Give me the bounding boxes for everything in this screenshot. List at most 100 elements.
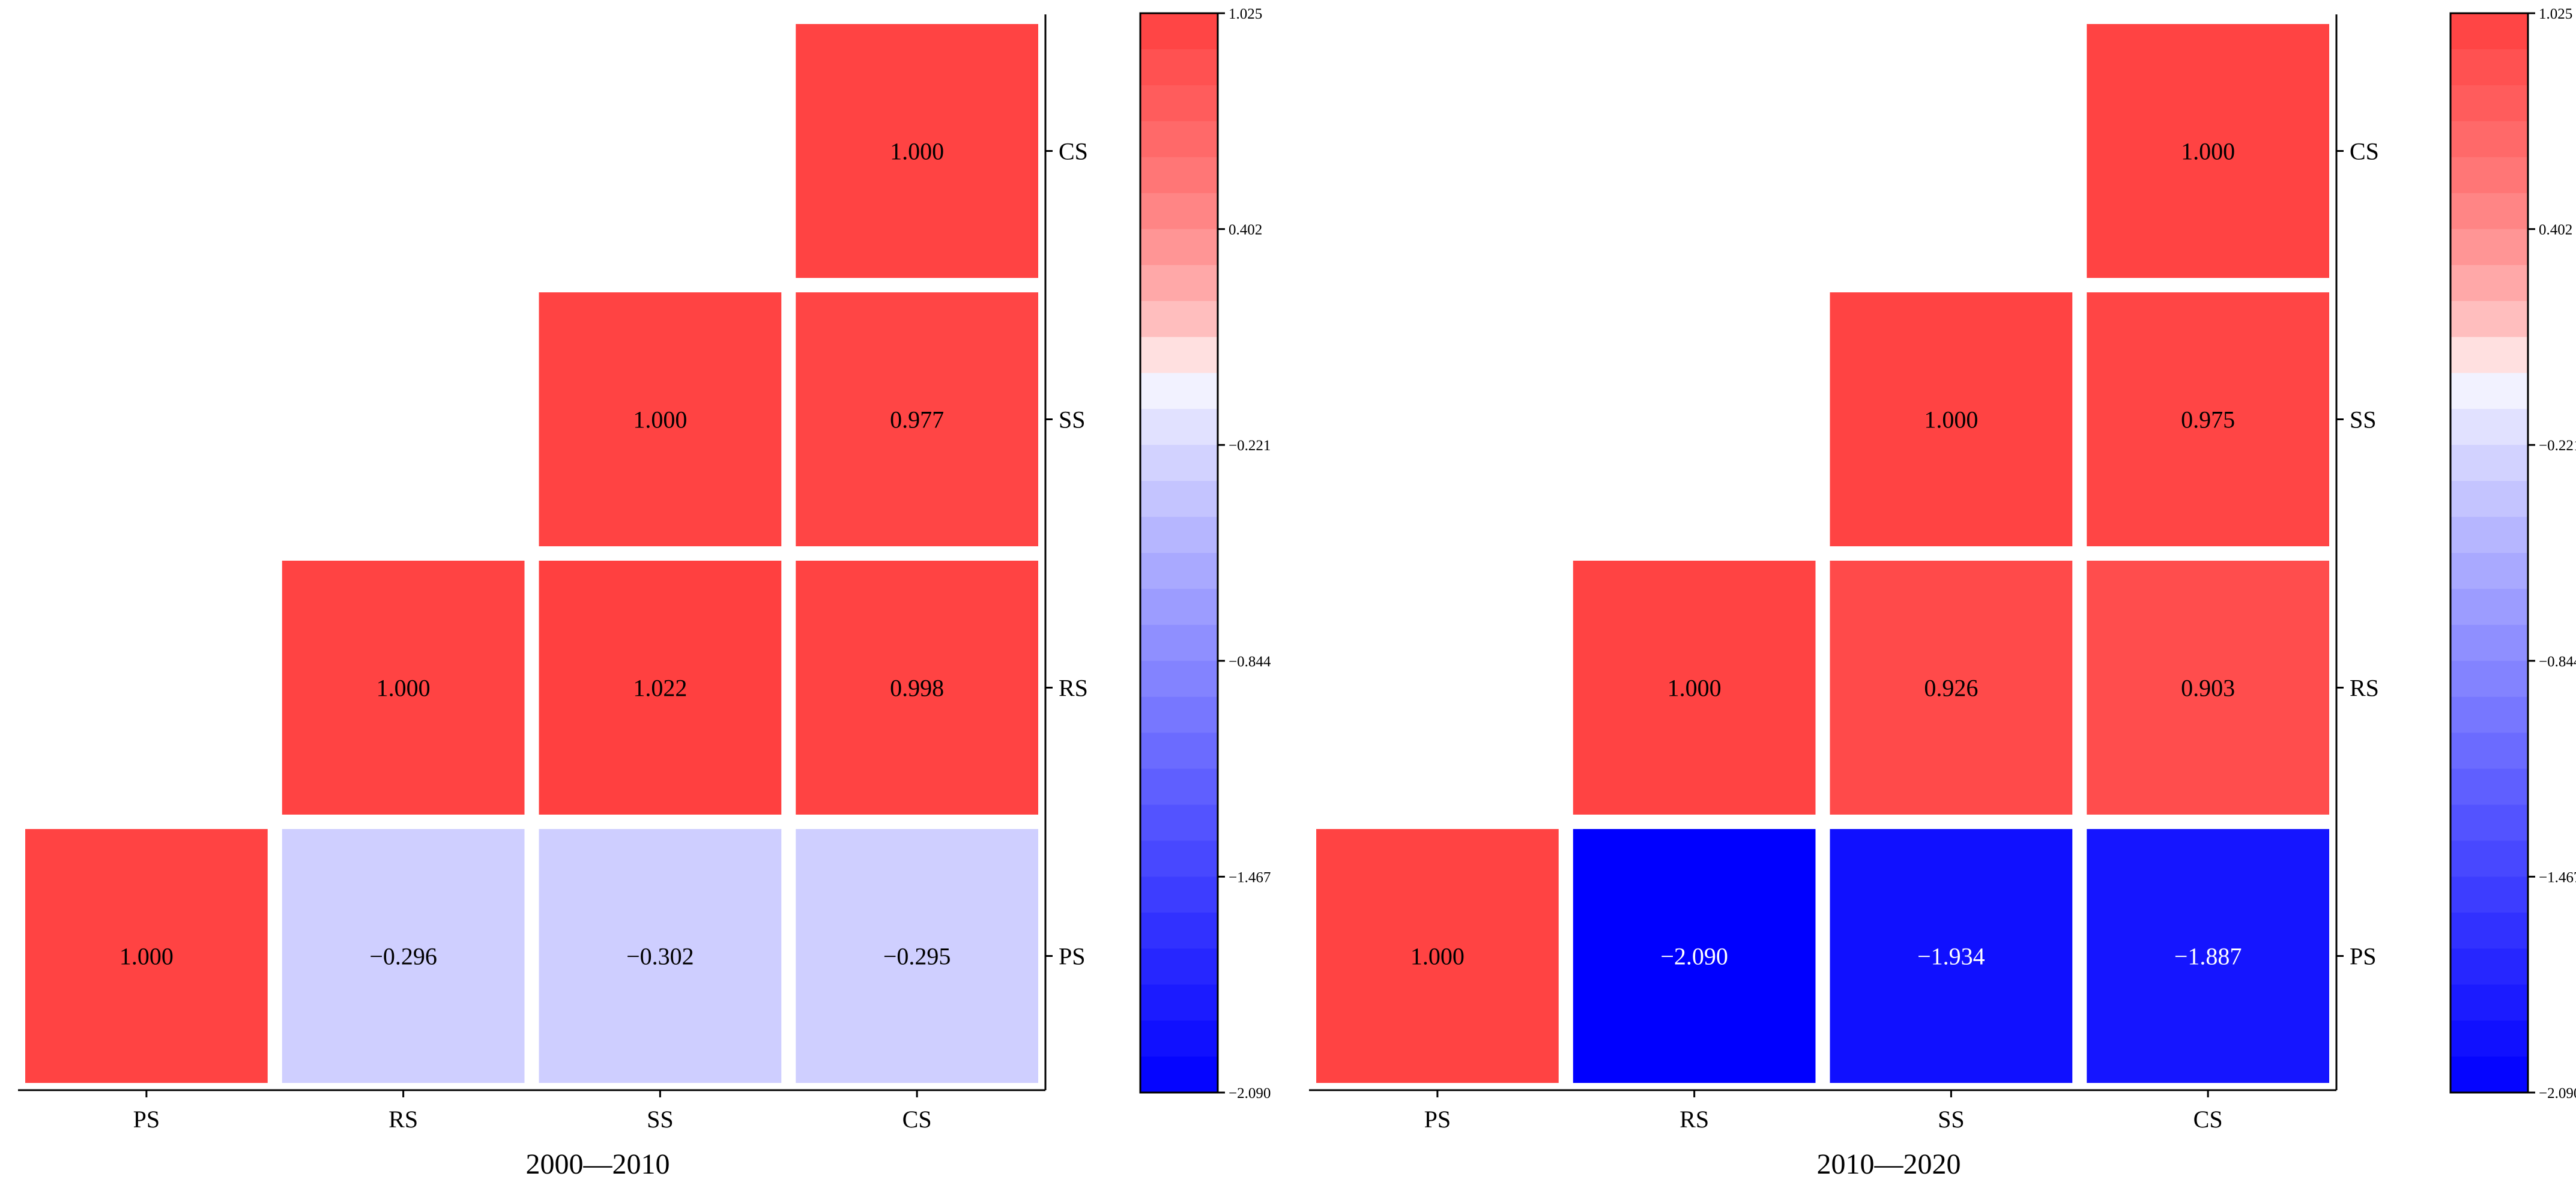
colorbar-segment — [2451, 1057, 2528, 1093]
colorbar-segment — [1140, 696, 1218, 734]
colorbar-segment — [1140, 373, 1218, 409]
heatmap-cell-rs-ps — [282, 829, 525, 1083]
colorbar-segment — [2451, 1021, 2528, 1057]
colorbar-segment — [2451, 696, 2528, 734]
colorbar-segment — [1140, 445, 1218, 481]
colorbar-segment — [1140, 193, 1218, 230]
cell-value-label-cs-ps: −1.887 — [2174, 943, 2242, 970]
colorbar-segment — [1140, 301, 1218, 337]
colorbar-segment — [1140, 660, 1218, 698]
cell-value-label-ss-rs: 0.926 — [1924, 675, 1978, 702]
cell-value-label-cs-ps: −0.295 — [883, 943, 951, 970]
colorbar-segment — [2451, 804, 2528, 842]
colorbar-segment — [2451, 481, 2528, 517]
y-tick-label-ps: PS — [1059, 943, 1086, 970]
colorbar-segment — [1140, 337, 1218, 373]
colorbar-segment — [2451, 445, 2528, 481]
x-tick-label-ss: SS — [647, 1106, 674, 1133]
colorbar-tick-label: −2.090 — [2539, 1085, 2576, 1102]
colorbar-segment — [1140, 876, 1218, 913]
colorbar-tick-label: −1.467 — [2539, 869, 2576, 885]
cell-value-label-cs-ss: 0.975 — [2181, 406, 2235, 433]
heatmap-cell-ss-ss — [1830, 292, 2073, 546]
colorbar-segment — [2451, 553, 2528, 589]
colorbar-segment — [2451, 49, 2528, 86]
y-tick-label-cs: CS — [2350, 138, 2379, 165]
y-tick-label-ss: SS — [1059, 406, 1086, 433]
colorbar-segment — [2451, 732, 2528, 770]
heatmap-cell-cs-ps — [2087, 829, 2329, 1083]
cell-value-label-ss-rs: 1.022 — [633, 675, 687, 702]
colorbar-tick-label: −1.467 — [1229, 869, 1271, 885]
colorbar-segment — [1140, 804, 1218, 842]
x-tick-label-cs: CS — [2194, 1106, 2223, 1133]
cell-value-label-ps-ps: 1.000 — [1410, 943, 1465, 970]
cell-value-label-cs-cs: 1.000 — [890, 138, 944, 165]
x-tick-label-ps: PS — [133, 1106, 160, 1133]
colorbar-tick-label: 0.402 — [2539, 222, 2572, 238]
cell-value-label-ss-ps: −0.302 — [626, 943, 694, 970]
colorbar-segment — [1140, 624, 1218, 662]
colorbar-segment — [1140, 13, 1218, 50]
colorbar-tick-label: −0.844 — [1229, 654, 1271, 670]
colorbar-segment — [2451, 229, 2528, 266]
colorbar-segment — [1140, 265, 1218, 302]
colorbar-segment — [1140, 732, 1218, 770]
colorbar-segment — [2451, 373, 2528, 409]
colorbar-segment — [1140, 768, 1218, 806]
colorbar-segment — [1140, 948, 1218, 985]
cell-value-label-rs-rs: 1.000 — [376, 675, 431, 702]
panel-title: 2000—2010 — [526, 1148, 670, 1180]
colorbar-tick-label: 1.025 — [1229, 6, 1262, 22]
heatmap-cell-ss-ps — [1830, 829, 2073, 1083]
cell-value-label-rs-rs: 1.000 — [1667, 675, 1722, 702]
cell-value-label-ps-ps: 1.000 — [119, 943, 174, 970]
colorbar-segment — [1140, 984, 1218, 1021]
colorbar-frame — [1139, 12, 1219, 1094]
x-tick-label-rs: RS — [389, 1106, 418, 1133]
heatmap-cell-cs-ps — [796, 829, 1038, 1083]
heatmap-cell-ss-ss — [539, 292, 782, 546]
colorbar-tick-label: 0.402 — [1229, 222, 1262, 238]
colorbar-tick-label: −2.090 — [1229, 1085, 1271, 1102]
colorbar-segment — [2451, 85, 2528, 122]
heatmap-cell-cs-cs — [2087, 24, 2329, 278]
colorbar-segment — [1140, 517, 1218, 553]
panel-title: 2010—2020 — [1817, 1148, 1961, 1180]
cell-value-label-cs-rs: 0.998 — [890, 675, 944, 702]
colorbar-segment — [1140, 1021, 1218, 1057]
colorbar-segment — [2451, 409, 2528, 445]
colorbar-segment — [1140, 229, 1218, 266]
colorbar-segment — [2451, 984, 2528, 1021]
cell-value-label-cs-rs: 0.903 — [2181, 675, 2235, 702]
y-tick-label-cs: CS — [1059, 138, 1088, 165]
x-tick-label-rs: RS — [1680, 1106, 1709, 1133]
colorbar: 1.025 0.402 −0.221 −0.844 −1.467 −2.090 — [1139, 6, 1271, 1102]
colorbar-segment — [1140, 588, 1218, 626]
heatmap-cells: 1.000 −2.090 −1.934 −1.887 1.000 0.926 0.903 1.… — [1316, 24, 2329, 1083]
colorbar-segment — [1140, 553, 1218, 589]
heatmap-cell-ss-rs — [539, 561, 782, 815]
heatmap-cell-rs-ps — [1573, 829, 1816, 1083]
colorbar-tick-label: 1.025 — [2539, 6, 2572, 22]
x-tick-label-ss: SS — [1938, 1106, 1965, 1133]
y-tick-label-rs: RS — [2350, 675, 2379, 702]
colorbar-segment — [2451, 624, 2528, 662]
y-tick-label-ps: PS — [2350, 943, 2377, 970]
x-tick-label-cs: CS — [903, 1106, 932, 1133]
heatmap-cells: 1.000 −0.296 −0.302 −0.295 1.000 1.022 0.998 1.… — [25, 24, 1038, 1083]
colorbar-segment — [1140, 85, 1218, 122]
heatmap-panel-1: 1.000 −0.296 −0.302 −0.295 1.000 1.022 0.998 1.… — [18, 6, 1271, 1180]
cell-value-label-cs-cs: 1.000 — [2181, 138, 2235, 165]
colorbar-segment — [2451, 157, 2528, 194]
colorbar-segment — [1140, 157, 1218, 194]
heatmap-cell-ss-ps — [539, 829, 782, 1083]
colorbar-segment — [2451, 337, 2528, 373]
heatmap-cell-rs-rs — [1573, 561, 1816, 815]
colorbar-segment — [2451, 517, 2528, 553]
colorbar-segment — [1140, 912, 1218, 949]
colorbar-segment — [2451, 265, 2528, 302]
cell-value-label-ss-ps: −1.934 — [1917, 943, 1985, 970]
colorbar-segment — [2451, 121, 2528, 158]
